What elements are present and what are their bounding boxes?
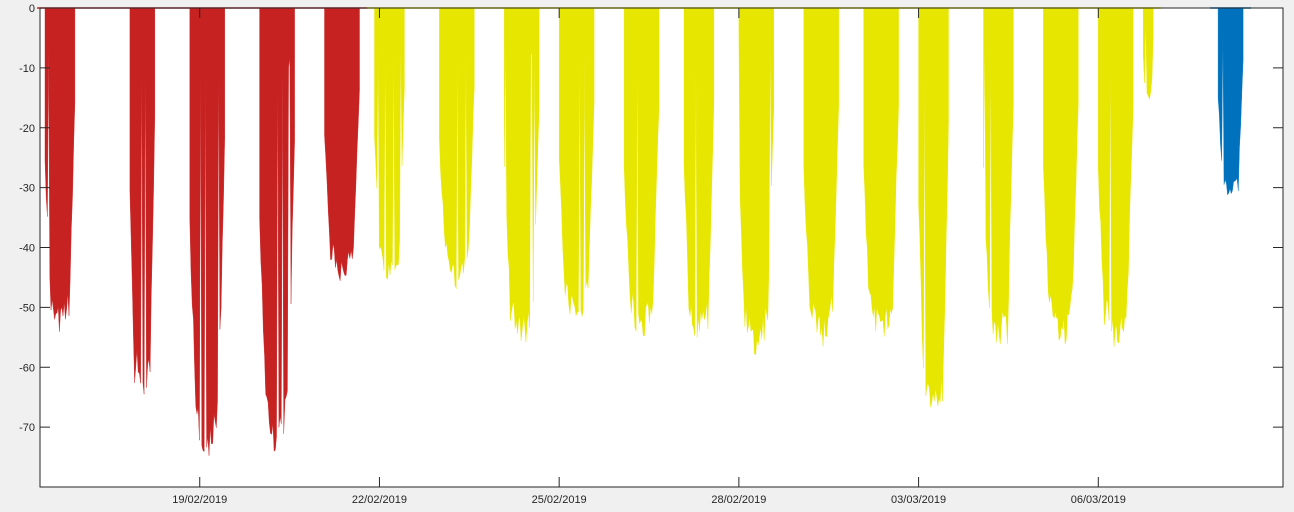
- y-tick-label: -70: [19, 422, 35, 434]
- series-1-burst-7: [803, 7, 839, 347]
- plot-area: [40, 8, 1283, 487]
- series-layer: [36, 7, 1252, 456]
- x-tick-label: 06/03/2019: [1071, 494, 1126, 506]
- series-0-burst-3: [259, 7, 295, 452]
- y-tick-label: -10: [19, 63, 35, 75]
- series-0-burst-2: [189, 7, 225, 456]
- series-1-burst-3: [559, 7, 595, 317]
- series-1-burst-11: [1043, 7, 1079, 344]
- series-0: [36, 7, 368, 456]
- series-1-burst-4: [623, 7, 660, 337]
- y-axis: 0 -10 -20 -30 -40 -50 -60 -70: [19, 3, 1283, 434]
- x-tick-label: 03/03/2019: [891, 494, 946, 506]
- series-1-burst-5: [683, 7, 715, 338]
- x-tick-label: 22/02/2019: [352, 494, 407, 506]
- series-1-burst-10: [983, 7, 1014, 345]
- series-1-burst-6: [738, 7, 774, 356]
- series-1-burst-8: [863, 7, 899, 337]
- y-tick-label: -20: [19, 123, 35, 135]
- series-0-burst-0: [44, 7, 76, 332]
- series-1-burst-9: [918, 7, 949, 408]
- y-tick-label: -60: [19, 362, 35, 374]
- series-1-burst-2: [504, 7, 540, 343]
- series-1-burst-12: [1098, 7, 1134, 347]
- x-tick-label: 25/02/2019: [532, 494, 587, 506]
- x-tick-label: 28/02/2019: [711, 494, 766, 506]
- plot-frame: [39, 7, 1284, 488]
- y-tick-label: -40: [19, 243, 35, 255]
- series-2-burst-0: [1217, 7, 1244, 196]
- series-1: [366, 7, 1162, 408]
- series-1-burst-1: [439, 7, 475, 289]
- x-tick-label: 19/02/2019: [172, 494, 227, 506]
- series-0-burst-4: [324, 7, 360, 281]
- series-1-burst-13: [1143, 7, 1154, 100]
- y-tick-label: -50: [19, 302, 35, 314]
- x-axis: 19/02/2019 22/02/2019 25/02/2019 28/02/2019…: [172, 8, 1126, 506]
- series-1-burst-0: [374, 7, 405, 281]
- y-tick-label: 0: [29, 3, 35, 15]
- series-0-burst-1: [129, 7, 155, 395]
- y-tick-label: -30: [19, 183, 35, 195]
